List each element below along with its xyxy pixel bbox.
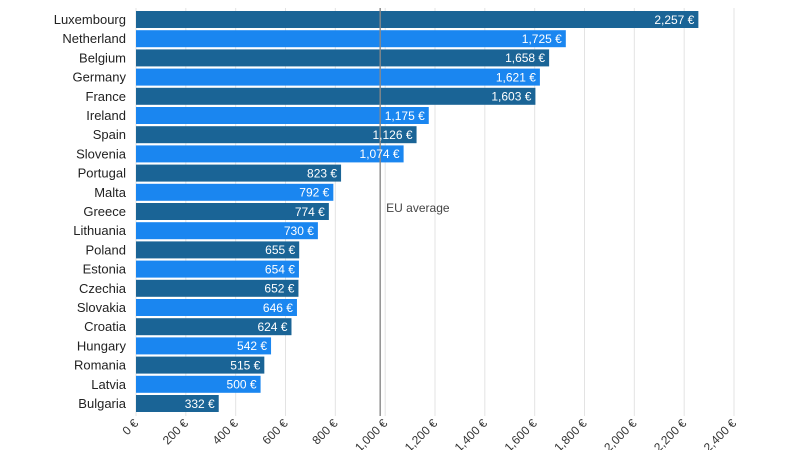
value-label: 655 € (265, 243, 295, 257)
category-label: Romania (74, 358, 127, 373)
bar (136, 299, 297, 316)
category-label: Czechia (79, 281, 127, 296)
value-label: 1,175 € (385, 109, 425, 123)
category-label: Germany (73, 70, 127, 85)
category-label: Slovakia (77, 300, 127, 315)
x-tick-label: 2,400 € (701, 416, 739, 450)
value-label: 823 € (307, 166, 337, 180)
bar (136, 68, 540, 86)
x-tick-label: 0 € (119, 416, 141, 438)
value-label: 1,074 € (360, 147, 400, 161)
bar (136, 279, 299, 297)
x-tick-label: 400 € (210, 416, 241, 447)
category-label: Ireland (86, 108, 126, 123)
category-label: Spain (93, 127, 126, 142)
value-label: 1,621 € (496, 70, 536, 84)
value-label: 332 € (185, 397, 215, 411)
bar (136, 337, 272, 355)
category-label: Hungary (77, 338, 127, 353)
x-tick-label: 1,400 € (452, 416, 490, 450)
x-tick-label: 800 € (309, 416, 340, 447)
bar (136, 318, 292, 336)
x-tick-label: 600 € (259, 416, 290, 447)
value-label: 1,603 € (491, 90, 531, 104)
bar (136, 241, 300, 259)
x-tick-label: 1,000 € (352, 416, 390, 450)
category-label: Portugal (78, 166, 127, 181)
bar (136, 203, 329, 220)
x-tick-label: 1,200 € (402, 416, 440, 450)
value-label: 792 € (299, 186, 329, 200)
category-label: Belgium (79, 50, 126, 65)
category-label: Poland (86, 242, 126, 257)
value-label: 1,725 € (522, 32, 562, 46)
x-tick-label: 2,000 € (601, 416, 639, 450)
bar (136, 356, 265, 374)
category-label: Lithuania (73, 223, 127, 238)
bar (136, 30, 566, 48)
bar (136, 260, 299, 278)
value-label: 500 € (227, 378, 257, 392)
value-label: 624 € (257, 320, 287, 334)
value-label: 2,257 € (654, 13, 694, 27)
x-tick-label: 1,800 € (551, 416, 589, 450)
value-label: 652 € (264, 282, 294, 296)
value-label: 654 € (265, 262, 295, 276)
category-label: Slovenia (76, 146, 127, 161)
bar (136, 222, 318, 240)
category-label: Greece (83, 204, 126, 219)
category-label: Estonia (83, 262, 127, 277)
category-labels: Luxembourg Netherland Belgium Germany France… (54, 12, 127, 411)
value-label: 1,658 € (505, 51, 545, 65)
bar (136, 126, 417, 144)
value-label: 542 € (237, 339, 267, 353)
bar (136, 183, 334, 201)
category-label: Luxembourg (54, 12, 126, 27)
eu-average-reference: EU average (379, 8, 450, 416)
value-labels: 2,257 € 1,725 € 1,658 € 1,621 € 1,603 € 1,175… (185, 13, 695, 411)
bar (136, 395, 219, 412)
x-tick-label: 200 € (160, 416, 191, 447)
category-label: Latvia (91, 377, 126, 392)
x-axis-tick-labels: 0 € 200 € 400 € 600 € 800 € 1,000 € 1,200 € 1,4… (119, 416, 739, 450)
bar (136, 164, 342, 182)
category-label: Croatia (84, 319, 127, 334)
category-label: Bulgaria (78, 396, 126, 411)
value-label: 646 € (263, 301, 293, 315)
value-label: 1,126 € (373, 128, 413, 142)
value-label: 515 € (230, 358, 260, 372)
x-tick-label: 2,200 € (651, 416, 689, 450)
bars (136, 11, 699, 412)
bar (136, 87, 536, 105)
value-label: 774 € (295, 205, 325, 219)
value-label: 730 € (284, 224, 314, 238)
x-tick-label: 1,600 € (502, 416, 540, 450)
bar (136, 375, 261, 393)
bar (136, 145, 404, 163)
category-label: Netherland (62, 31, 126, 46)
category-label: Malta (94, 185, 127, 200)
bar (136, 107, 429, 124)
bar (136, 49, 550, 67)
category-label: France (86, 89, 126, 104)
eu-average-label: EU average (386, 201, 450, 215)
bar (136, 11, 699, 28)
